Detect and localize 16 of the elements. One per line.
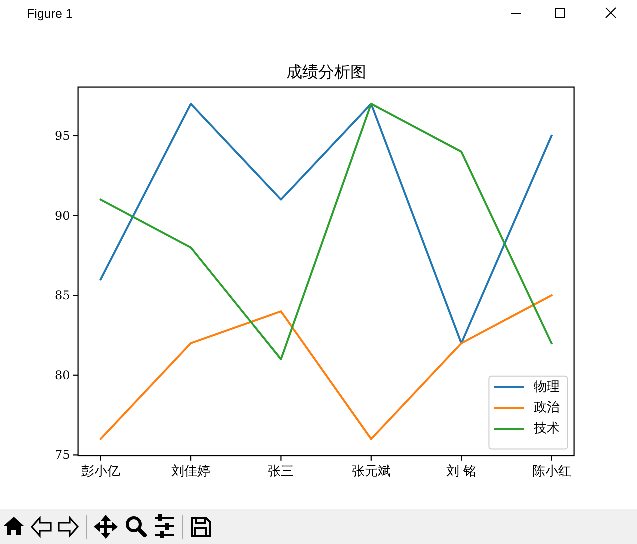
y-tick-label: 85: [55, 288, 70, 303]
legend-label: 物理: [534, 380, 560, 395]
x-tick-label: 刘 铭: [446, 464, 477, 480]
y-tick-label: 90: [55, 208, 70, 223]
y-tick-label: 95: [55, 128, 70, 143]
chart-title: 成绩分析图: [286, 62, 366, 82]
x-tick-label: 张元斌: [352, 464, 391, 480]
x-tick-label: 彭小亿: [81, 464, 120, 480]
legend-label: 政治: [534, 400, 560, 416]
x-tick-label: 张三: [268, 464, 294, 480]
x-tick-label: 刘佳婷: [172, 464, 211, 480]
y-tick-label: 75: [55, 448, 70, 462]
x-tick-label: 陈小红: [532, 464, 572, 480]
legend-label: 技术: [533, 422, 560, 436]
caption: Figure 1: [27, 7, 73, 21]
y-tick-label: 80: [55, 368, 70, 382]
